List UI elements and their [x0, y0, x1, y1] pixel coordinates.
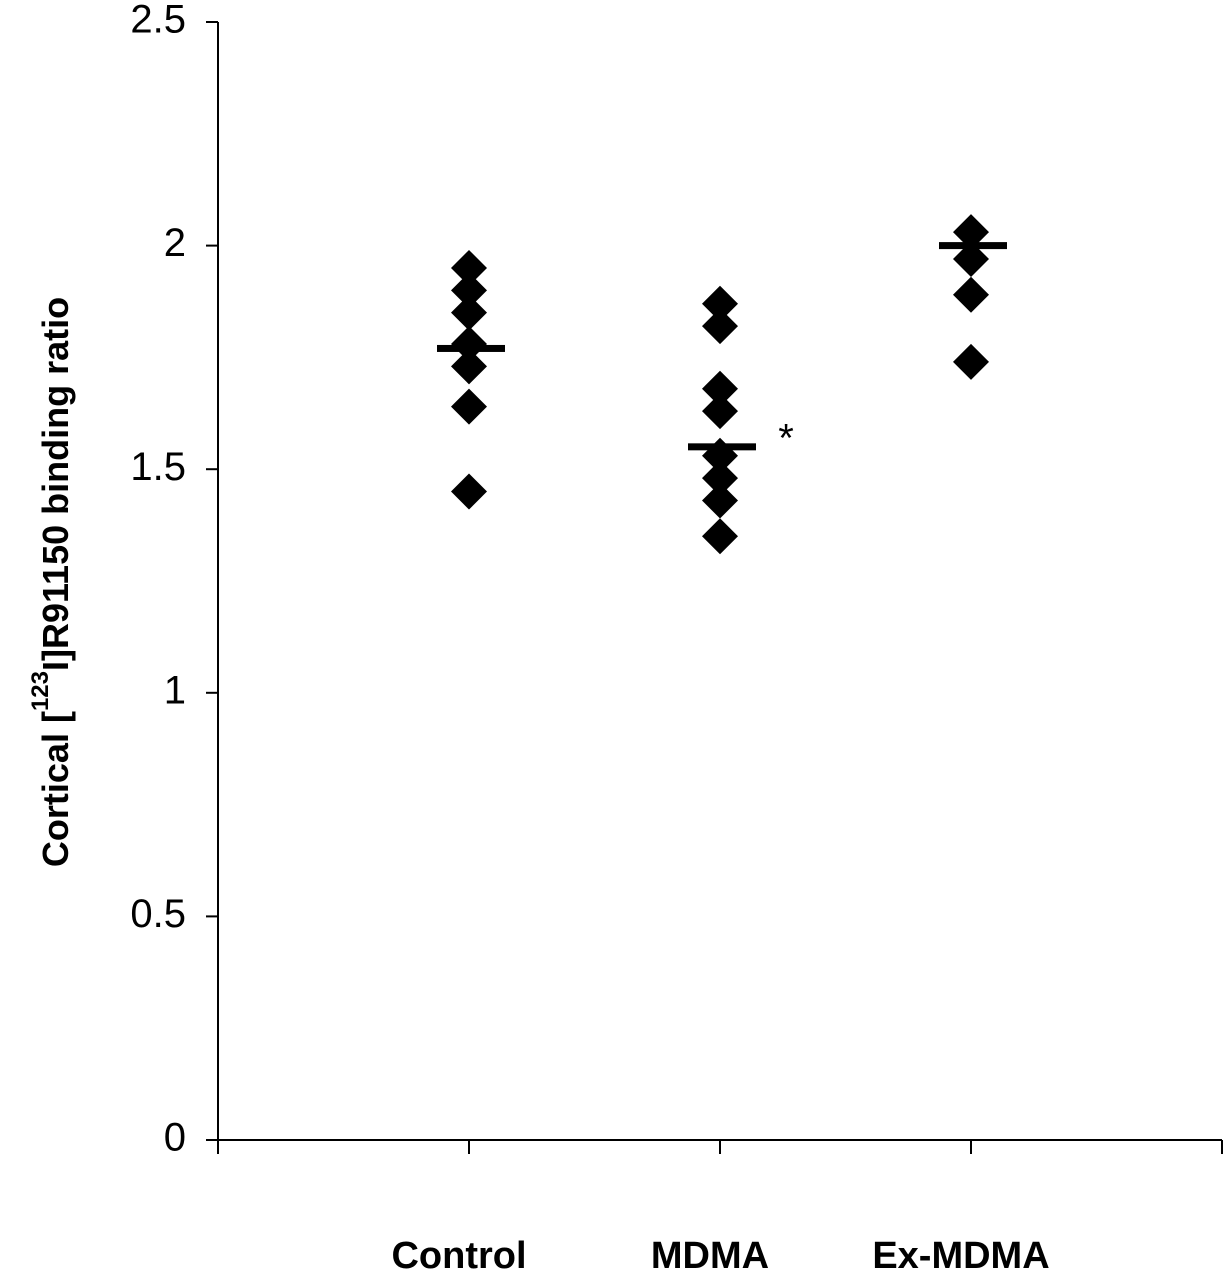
data-point — [702, 308, 738, 345]
data-point — [451, 294, 487, 331]
data-point — [702, 393, 738, 430]
data-point — [953, 343, 989, 380]
x-tick-label: Ex-MDMA — [872, 1235, 1049, 1277]
y-label-prefix: Cortical [ — [35, 711, 76, 867]
y-tick-label: 1 — [164, 668, 186, 712]
data-point — [451, 249, 487, 286]
annotation: * — [778, 416, 794, 460]
data-point — [451, 388, 487, 425]
mean-bar — [688, 443, 756, 451]
y-tick-label: 0 — [164, 1116, 186, 1160]
data-point — [702, 460, 738, 497]
data-point — [451, 272, 487, 309]
y-label-suffix: I]R91150 binding ratio — [35, 297, 76, 671]
y-tick-label: 1.5 — [130, 445, 186, 489]
data-point — [702, 370, 738, 407]
y-tick-label: 2 — [164, 221, 186, 265]
y-tick-label: 2.5 — [130, 0, 186, 42]
data-point — [451, 325, 487, 362]
data-point — [702, 285, 738, 322]
mean-bar — [939, 242, 1007, 250]
y-tick-label: 0.5 — [130, 892, 186, 936]
data-point — [702, 518, 738, 555]
data-point — [451, 348, 487, 385]
y-label-superscript: 123 — [27, 671, 54, 711]
mean-bar — [437, 344, 505, 352]
y-axis-label: Cortical [123I]R91150 binding ratio — [27, 297, 75, 867]
data-point — [953, 276, 989, 313]
data-point — [953, 214, 989, 251]
data-point — [953, 241, 989, 278]
data-point — [451, 473, 487, 510]
x-tick-label: Control — [391, 1235, 526, 1277]
x-tick-label: MDMA — [651, 1235, 769, 1277]
data-point — [702, 482, 738, 519]
